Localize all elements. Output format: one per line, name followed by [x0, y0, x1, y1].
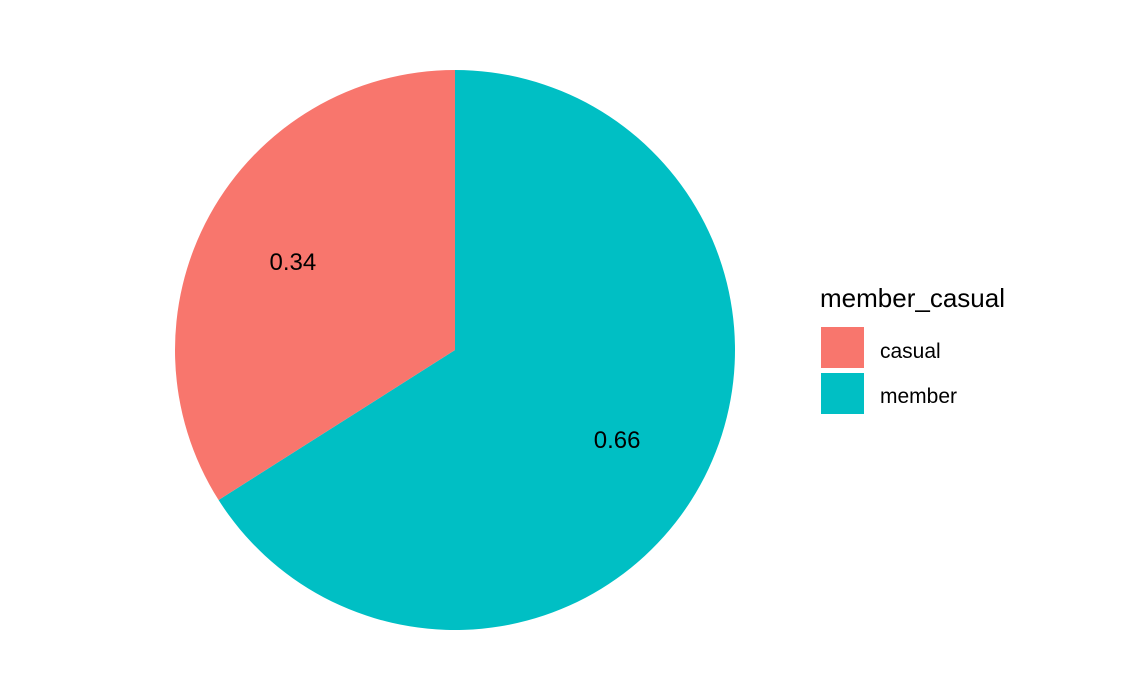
- legend-title: member_casual: [820, 283, 1005, 313]
- pie-slice-member: [218, 70, 736, 630]
- legend-key-member: [821, 373, 864, 414]
- pie-slices: [175, 69, 736, 630]
- slice-label-member: 0.66: [594, 427, 641, 454]
- slice-label-casual: 0.34: [270, 249, 317, 276]
- pie-labels: 0.66 0.34: [270, 249, 641, 454]
- legend-key-casual: [821, 327, 864, 368]
- legend-label-casual: casual: [880, 340, 941, 363]
- pie-slice-casual: [175, 69, 455, 501]
- legend-label-member: member: [880, 385, 957, 408]
- legend: member_casual casual member: [820, 283, 1005, 414]
